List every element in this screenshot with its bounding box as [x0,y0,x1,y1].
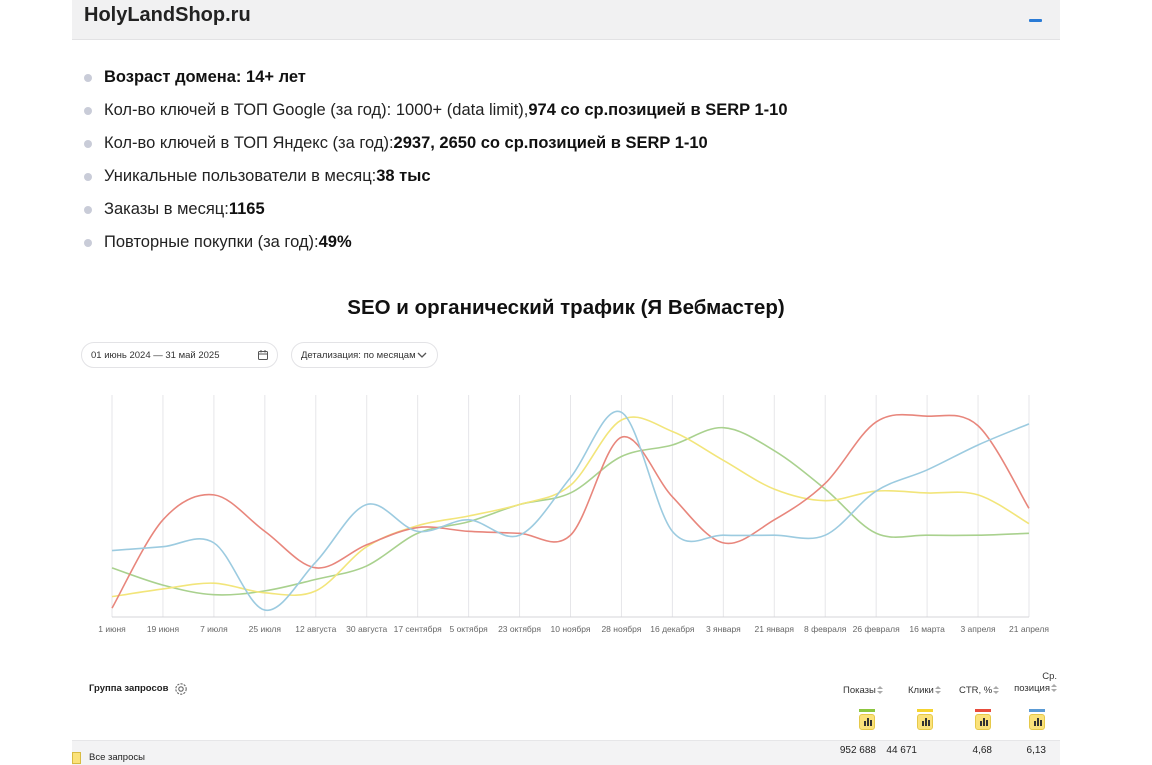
x-tick-label: 3 января [706,624,741,634]
x-tick-label: 12 августа [295,624,336,634]
date-range-picker[interactable]: 01 июнь 2024 — 31 май 2025 [81,342,278,368]
sort-icon [934,686,941,695]
calendar-icon [258,350,268,360]
bullet-icon [84,106,92,115]
sort-icon [1051,684,1057,693]
cell-ctr: 4,68 [972,745,992,756]
x-tick-label: 8 февраля [804,624,847,634]
list-item: Кол-во ключей в ТОП Яндекс (за год): 293… [80,127,980,160]
gear-icon[interactable] [174,682,188,696]
x-tick-label: 7 июля [200,624,228,634]
list-item: Повторные покупки (за год): 49% [80,226,980,259]
x-tick-label: 19 июня [147,624,180,634]
x-tick-label: 16 декабря [650,624,695,634]
x-tick-label: 26 февраля [853,624,900,634]
list-item: Возраст домена: 14+ лет [80,61,980,94]
site-header: HolyLandShop.ru [72,0,1060,40]
chevron-down-icon [417,352,427,358]
bullet-icon [84,139,92,148]
x-tick-label: 1 июня [98,624,126,634]
cell-clicks: 44 671 [886,745,917,756]
x-tick-label: 21 апреля [1009,624,1049,634]
stat-value: Возраст домена: 14+ лет [104,68,306,86]
bullet-icon [84,205,92,214]
bar-chart-icon[interactable] [975,714,991,730]
column-header-ctr[interactable]: CTR, % [959,685,1000,697]
stat-value: 974 со ср.позицией в SERP 1-10 [528,101,788,119]
list-item: Кол-во ключей в ТОП Google (за год): 100… [80,94,980,127]
bar-chart-icon[interactable] [1029,714,1045,730]
bar-chart-icon[interactable] [917,714,933,730]
table-row[interactable] [72,740,1060,765]
traffic-chart: 1 июня 19 июня 7 июля 25 июля 12 августа 30 а… [98,395,1049,634]
x-tick-label: 30 августа [346,624,387,634]
cell-impressions: 952 688 [839,745,876,756]
series-line-0 [111,426,1030,596]
stat-value: 1165 [228,200,265,218]
column-header-clicks[interactable]: Клики [908,685,941,697]
site-title: HolyLandShop.ru [84,4,251,26]
bullet-icon [84,172,92,181]
date-range-value: 01 июнь 2024 — 31 май 2025 [91,349,220,361]
detail-value: Детализация: по месяцам [301,349,416,361]
stat-value: 49% [318,233,352,251]
x-tick-label: 5 октября [449,624,488,634]
x-tick-label: 17 сентября [394,624,442,634]
minus-icon[interactable] [1028,13,1044,27]
bar-chart-icon[interactable] [859,714,875,730]
stats-list: Возраст домена: 14+ лет Кол-во ключей в … [80,61,980,259]
row-checkbox[interactable] [72,752,81,764]
stat-value: 2937, 2650 со ср.позицией в SERP 1-10 [393,134,708,152]
stat-value: 38 тыс [376,167,431,185]
group-column-header: Группа запросов [89,683,169,694]
x-tick-label: 10 ноября [551,624,591,634]
column-header-impressions[interactable]: Показы [843,685,883,697]
bullet-icon [84,238,92,247]
list-item: Заказы в месяц: 1165 [80,193,980,226]
series-color-impressions [859,709,875,712]
column-header-position[interactable]: Ср. позиция [1014,671,1057,694]
x-tick-label: 21 января [755,624,795,634]
series-color-ctr [975,709,991,712]
list-item: Уникальные пользователи в месяц: 38 тыс [80,160,980,193]
x-tick-label: 25 июля [249,624,282,634]
bullet-icon [84,73,92,82]
x-tick-label: 28 ноября [601,624,641,634]
sort-icon [876,686,883,695]
series-line-2 [111,413,1030,609]
series-line-3 [111,410,1030,611]
detail-select[interactable]: Детализация: по месяцам [291,342,438,368]
x-tick-label: 3 апреля [960,624,996,634]
series-color-position [1029,709,1045,712]
sort-icon [993,686,1000,695]
series-color-clicks [917,709,933,712]
cell-position: 6,13 [1026,745,1046,756]
section-title: SEO и органический трафик (Я Вебмастер) [347,296,785,319]
row-label: Все запросы [89,752,145,763]
x-tick-label: 16 марта [909,624,945,634]
x-tick-label: 23 октября [498,624,541,634]
